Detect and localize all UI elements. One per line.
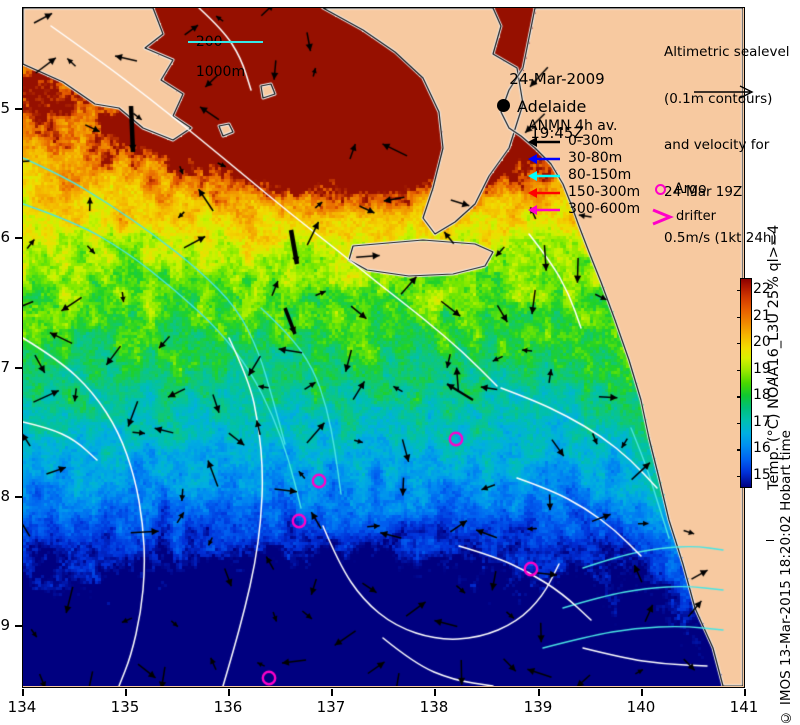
colorbar-tick bbox=[737, 290, 741, 292]
x-tick bbox=[22, 689, 24, 696]
bathymetry-legend: 200 1000m bbox=[178, 20, 245, 95]
x-tick bbox=[744, 689, 746, 696]
credit-tick-lower bbox=[766, 540, 774, 542]
anmn-arrow-icon bbox=[528, 154, 560, 164]
velocity-scale-arrow-icon bbox=[694, 85, 754, 99]
y-tick bbox=[15, 496, 22, 498]
anmn-legend-item: 300-600m bbox=[528, 201, 688, 217]
colorbar-tick-label: 19 bbox=[753, 360, 771, 377]
adelaide-marker-icon bbox=[497, 99, 510, 112]
colorbar-tick-label: 17 bbox=[753, 413, 771, 430]
colorbar-tick bbox=[737, 369, 741, 371]
adelaide-label: Adelaide bbox=[517, 97, 587, 116]
x-tick-label: 138 bbox=[419, 698, 449, 716]
anmn-legend-item: 150-300m bbox=[528, 184, 688, 200]
x-tick bbox=[641, 689, 643, 696]
bathy-1000-label: 1000m bbox=[195, 64, 246, 80]
colorbar-tick-label: 22 bbox=[753, 281, 771, 297]
argo-key-label: Argo bbox=[674, 181, 707, 197]
datestamp: 24-Mar-2009 19:45Z bbox=[492, 34, 622, 178]
anmn-arrow-icon bbox=[528, 171, 560, 181]
colorbar-tick-label: 21 bbox=[753, 307, 771, 324]
x-tick-label: 139 bbox=[523, 698, 553, 716]
anmn-legend-label: 300-600m bbox=[568, 201, 641, 217]
datestamp-time: 19:45Z bbox=[530, 124, 584, 142]
x-tick-label: 140 bbox=[626, 698, 656, 716]
altimetry-note-line3: and velocity for bbox=[664, 137, 770, 153]
colorbar-tick bbox=[737, 343, 741, 345]
x-tick bbox=[228, 689, 230, 696]
x-tick bbox=[538, 689, 540, 696]
y-tick-label: -38 bbox=[0, 487, 10, 505]
x-tick bbox=[125, 689, 127, 696]
anmn-legend-item: 80-150m bbox=[528, 167, 688, 183]
altimetry-note-line1: Altimetric sealevel bbox=[664, 44, 790, 60]
argo-marker-icon bbox=[655, 184, 666, 195]
y-tick bbox=[15, 108, 22, 110]
temperature-colorbar bbox=[740, 278, 752, 488]
y-tick bbox=[15, 237, 22, 239]
altimetry-note: Altimetric sealevel (0.1m contours) and … bbox=[664, 14, 790, 278]
anmn-legend-label: 80-150m bbox=[568, 167, 632, 183]
x-tick-label: 141 bbox=[729, 698, 759, 716]
anmn-legend-title: ANMN 4h av. bbox=[528, 118, 618, 134]
drifter-marker-icon bbox=[652, 208, 674, 226]
anmn-arrow-icon bbox=[528, 188, 560, 198]
imos-credit: © IMOS 13-Mar-2015 18:20:02 Hobart time bbox=[778, 430, 794, 725]
map-plot-area[interactable] bbox=[22, 7, 745, 688]
credit-tick-upper bbox=[766, 378, 774, 380]
anmn-legend-label: 0-30m bbox=[568, 133, 614, 149]
colorbar-tick bbox=[737, 396, 741, 398]
x-tick bbox=[331, 689, 333, 696]
anmn-legend-item: 30-80m bbox=[528, 150, 688, 166]
y-tick-label: -35 bbox=[0, 99, 10, 117]
x-tick-label: 136 bbox=[213, 698, 243, 716]
altimetry-note-line4: 24-Mar 19Z bbox=[664, 183, 743, 200]
colorbar-tick bbox=[737, 316, 741, 318]
x-tick-label: 137 bbox=[316, 698, 346, 716]
colorbar-tick bbox=[737, 422, 741, 425]
x-tick bbox=[434, 689, 436, 696]
anmn-legend-label: 30-80m bbox=[568, 150, 623, 166]
bathymetry-line-sample bbox=[188, 41, 263, 43]
colorbar-tick bbox=[737, 449, 741, 451]
anmn-legend-item: 0-30m bbox=[528, 133, 688, 149]
y-tick-label: -37 bbox=[0, 358, 10, 376]
altimetry-note-line5: 0.5m/s (1kt 24h) bbox=[664, 230, 777, 246]
anmn-arrow-icon bbox=[528, 205, 560, 215]
y-tick-label: -36 bbox=[0, 228, 10, 246]
anmn-legend-label: 150-300m bbox=[568, 184, 641, 200]
colorbar-tick-label: 15 bbox=[753, 467, 771, 483]
x-tick-label: 134 bbox=[7, 698, 37, 716]
anmn-arrow-icon bbox=[528, 137, 560, 147]
colorbar-tick-label: 16 bbox=[753, 440, 771, 457]
datestamp-date: 24-Mar-2009 bbox=[509, 70, 605, 88]
x-tick-label: 135 bbox=[110, 698, 140, 716]
colorbar-tick-label: 20 bbox=[753, 334, 771, 351]
y-tick bbox=[15, 367, 22, 369]
drifter-key-label: drifter bbox=[676, 209, 716, 224]
y-tick-label: -39 bbox=[0, 616, 10, 634]
colorbar-tick-label: 18 bbox=[753, 387, 771, 404]
contour-and-vector-layer bbox=[23, 8, 743, 686]
y-tick bbox=[15, 625, 22, 627]
colorbar-tick bbox=[737, 476, 741, 478]
